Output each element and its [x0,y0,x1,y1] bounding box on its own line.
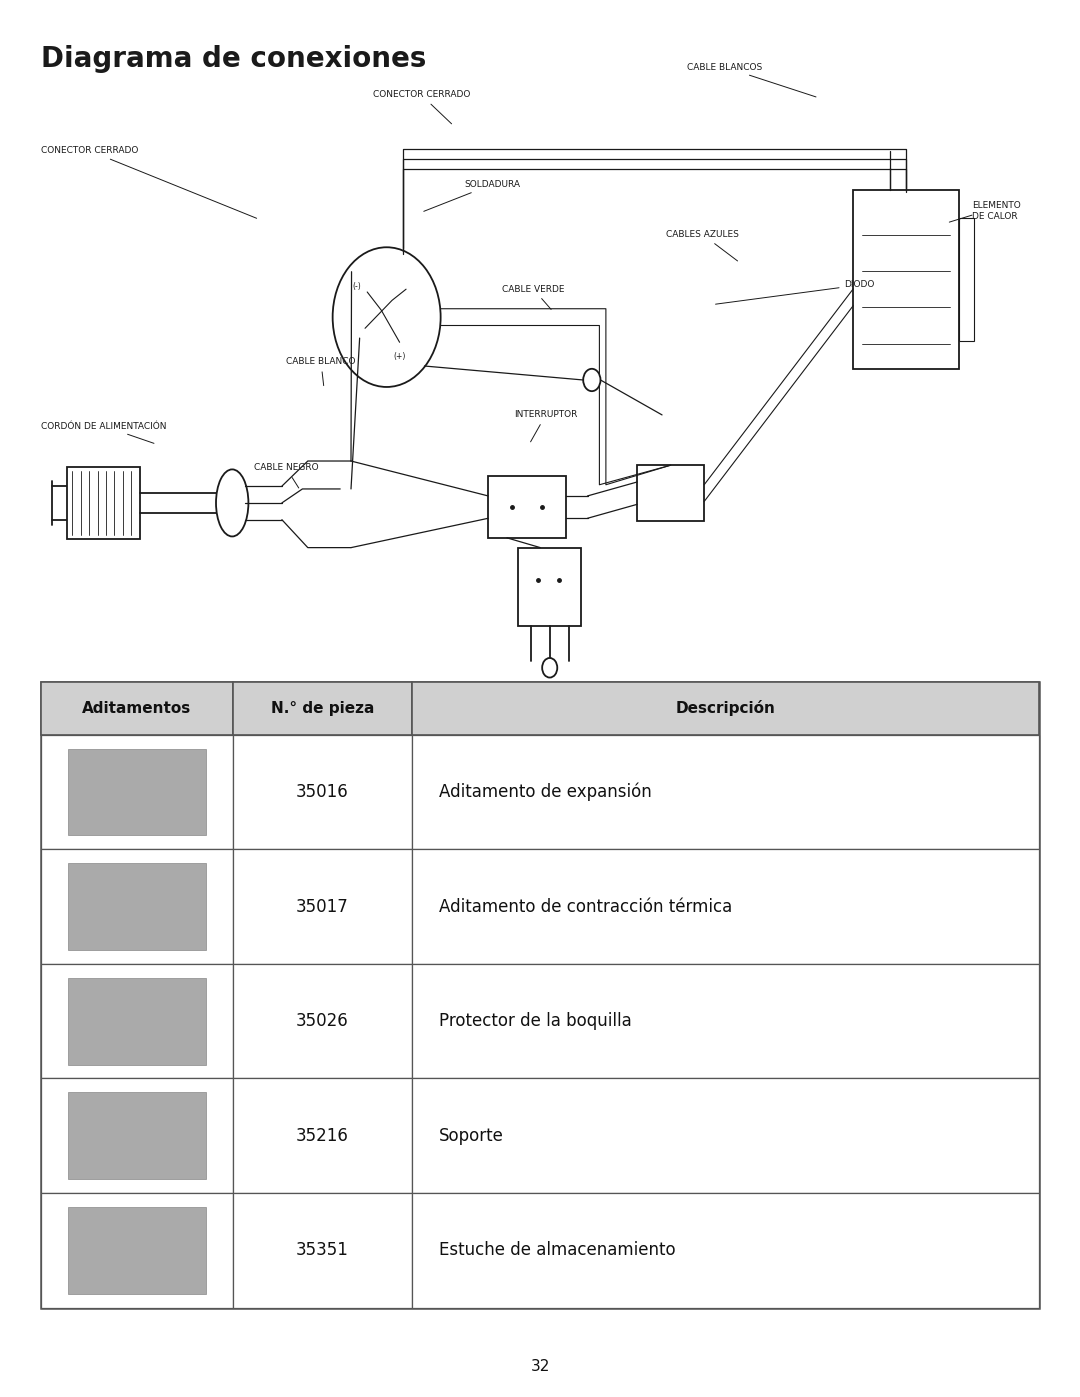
Bar [232,964,413,1078]
Bar [853,190,959,369]
Text: Aditamento de contracción térmica: Aditamento de contracción térmica [440,898,732,915]
Text: Estuche de almacenamiento: Estuche de almacenamiento [440,1242,676,1259]
Text: CONECTOR CERRADO: CONECTOR CERRADO [373,91,470,124]
Bar [41,682,1039,1308]
Text: SOLDADURA: SOLDADURA [423,180,521,211]
Bar [232,682,413,735]
Bar [413,735,1039,849]
Text: ELEMENTO
DE CALOR: ELEMENTO DE CALOR [972,201,1021,221]
Text: 35351: 35351 [296,1242,349,1259]
Text: 35017: 35017 [296,898,349,915]
Bar [959,218,974,341]
Text: CABLE BLANCOS: CABLE BLANCOS [687,63,816,96]
Text: (+): (+) [393,352,406,360]
Text: DIODO: DIODO [716,281,875,305]
Text: 35026: 35026 [296,1013,349,1030]
Text: CABLES AZULES: CABLES AZULES [666,231,739,261]
Text: 35016: 35016 [296,784,349,800]
Text: Diagrama de conexiones: Diagrama de conexiones [41,45,427,73]
Bar [41,964,232,1078]
Circle shape [542,658,557,678]
Text: Soporte: Soporte [440,1127,504,1144]
Text: Aditamento de expansión: Aditamento de expansión [440,782,652,802]
Bar [68,863,206,950]
Bar [232,849,413,964]
Bar [518,548,581,626]
Bar [41,1078,232,1193]
Text: CABLE VERDE: CABLE VERDE [502,285,565,310]
Bar [41,682,232,735]
Bar [637,465,704,521]
Text: 32: 32 [530,1359,550,1373]
Bar [41,849,232,964]
Text: CABLE BLANCO: CABLE BLANCO [286,358,355,386]
Bar [68,978,206,1065]
Bar [68,1207,206,1294]
Bar [232,1193,413,1308]
Text: INTERRUPTOR: INTERRUPTOR [514,411,578,441]
Text: 35216: 35216 [296,1127,349,1144]
Bar [413,1078,1039,1193]
Text: CONECTOR CERRADO: CONECTOR CERRADO [41,147,257,218]
Bar [488,476,566,538]
Text: (-): (-) [352,282,361,291]
Bar [232,735,413,849]
Bar [413,682,1039,735]
Bar [413,849,1039,964]
Text: Descripción: Descripción [676,700,775,717]
Bar [41,735,232,849]
Bar [413,1193,1039,1308]
Bar [413,964,1039,1078]
Circle shape [583,369,600,391]
Bar [68,1092,206,1179]
Text: N.° de pieza: N.° de pieza [271,701,374,715]
Text: CORDÓN DE ALIMENTACIÓN: CORDÓN DE ALIMENTACIÓN [41,422,166,443]
Bar [232,1078,413,1193]
Ellipse shape [216,469,248,536]
Text: Protector de la boquilla: Protector de la boquilla [440,1013,632,1030]
Text: Aditamentos: Aditamentos [82,701,191,715]
Bar [41,1193,232,1308]
Bar [67,467,140,539]
Circle shape [333,247,441,387]
Text: CABLE NEGRO: CABLE NEGRO [254,464,319,488]
Bar [68,749,206,835]
